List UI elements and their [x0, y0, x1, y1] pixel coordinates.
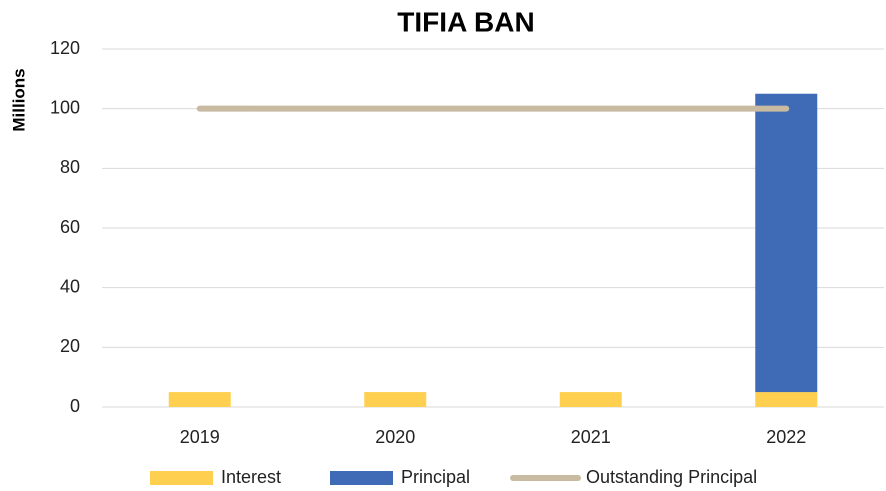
bar — [755, 392, 818, 407]
x-tick-label: 2020 — [375, 427, 415, 447]
bar — [559, 392, 622, 407]
bar — [168, 392, 231, 407]
legend-swatch — [330, 471, 393, 485]
y-tick-label: 40 — [60, 276, 80, 296]
y-tick-label: 0 — [70, 396, 80, 416]
x-tick-label: 2021 — [571, 427, 611, 447]
y-axis-label: Millions — [9, 68, 28, 131]
legend-label: Outstanding Principal — [586, 467, 757, 487]
chart-title: TIFIA BAN — [397, 6, 534, 37]
x-tick-label: 2019 — [180, 427, 220, 447]
y-tick-label: 60 — [60, 217, 80, 237]
bar — [364, 392, 427, 407]
y-tick-label: 20 — [60, 336, 80, 356]
legend-swatch — [150, 471, 213, 485]
bar — [755, 93, 818, 393]
y-tick-label: 80 — [60, 157, 80, 177]
y-tick-label: 100 — [50, 97, 80, 117]
legend-label: Principal — [401, 467, 470, 487]
y-tick-label: 120 — [50, 38, 80, 58]
x-tick-label: 2022 — [766, 427, 806, 447]
legend-label: Interest — [221, 467, 281, 487]
